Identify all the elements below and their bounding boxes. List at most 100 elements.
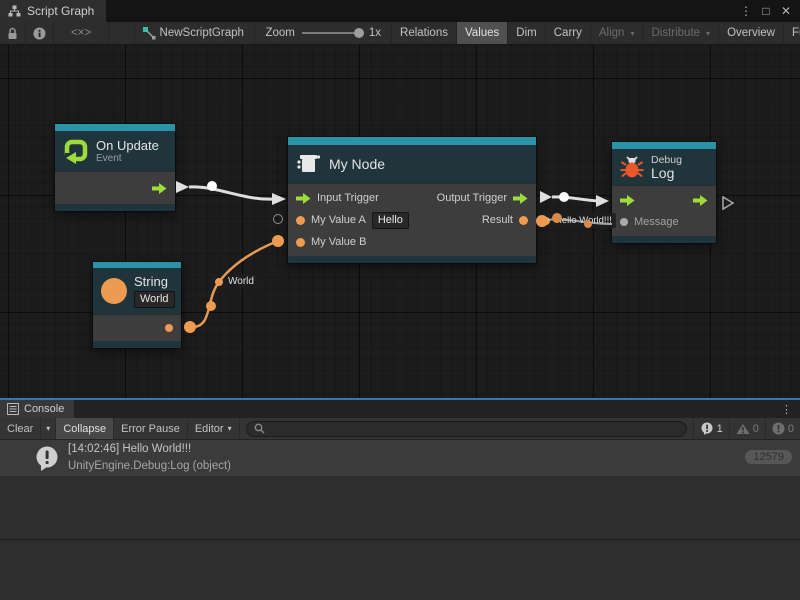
wire-value-bubble-world: World (209, 274, 260, 289)
result-port-icon[interactable] (519, 215, 528, 225)
my-value-a-port-icon[interactable] (296, 215, 305, 225)
output-trigger-port-icon[interactable] (513, 192, 528, 204)
warning-icon (736, 423, 750, 434)
node-accent-strip (55, 124, 175, 131)
info-button[interactable] (26, 22, 54, 44)
string-out-port-icon[interactable] (165, 324, 173, 332)
message-port-icon[interactable] (620, 218, 628, 226)
value-dot-icon (542, 216, 550, 225)
log-line-2: UnityEngine.Debug:Log (object) (68, 460, 232, 472)
dim-toggle[interactable]: Dim (508, 22, 546, 44)
log-entry-row[interactable]: [14:02:46] Hello World!!! UnityEngine.De… (0, 440, 800, 476)
port-on-update-out[interactable] (152, 182, 167, 194)
zoom-label: Zoom (265, 27, 295, 39)
clear-dropdown[interactable]: ▾ (41, 418, 57, 439)
node-my-node[interactable]: My Node Input Trigger Output Trigger My … (288, 137, 536, 263)
warning-count: 0 (752, 422, 759, 435)
lock-button[interactable] (0, 22, 26, 44)
console-splitter[interactable] (0, 539, 800, 540)
node-accent-strip (93, 262, 181, 268)
zoom-slider[interactable] (301, 28, 364, 38)
info-count-toggle[interactable]: 1 (692, 418, 729, 439)
search-input[interactable] (268, 422, 679, 435)
code-icon: <×> (70, 27, 92, 39)
wire-arrowhead (596, 195, 609, 207)
node-on-update[interactable]: On Update Event (55, 124, 175, 211)
align-label: Align (598, 27, 625, 39)
node-title: String (134, 274, 168, 289)
align-dropdown[interactable]: Align ▾ (591, 22, 644, 44)
carry-toggle[interactable]: Carry (546, 22, 591, 44)
node-string[interactable]: String World (93, 262, 181, 348)
chevron-down-icon: ▾ (630, 28, 635, 38)
node-debug-log[interactable]: Debug Log Message (612, 142, 716, 243)
zoom-control: Zoom 1x (255, 22, 393, 44)
node-title: Log (651, 164, 675, 181)
error-pause-toggle[interactable]: Error Pause (114, 418, 188, 439)
code-view-button[interactable]: <×> (54, 22, 110, 44)
custom-unit-icon (297, 155, 321, 172)
port-label: My Value A (311, 214, 366, 226)
error-icon (772, 422, 785, 435)
relations-toggle[interactable]: Relations (392, 22, 457, 44)
collapse-label: Collapse (63, 422, 107, 435)
debug-out-port-icon[interactable] (693, 194, 708, 206)
flow-droplet (207, 181, 217, 191)
my-value-b-port-icon[interactable] (296, 237, 305, 247)
chevron-down-icon: ▾ (46, 424, 51, 433)
flow-wire (551, 195, 599, 203)
full-screen-toggle[interactable]: Full Screen (784, 22, 800, 44)
graph-name-button[interactable]: NewScriptGraph (135, 22, 256, 44)
unconnected-flow-triangle (722, 195, 735, 211)
tab-console[interactable]: Console (0, 400, 75, 418)
wire-start-cap (540, 191, 552, 203)
error-pause-label: Error Pause (121, 422, 180, 435)
search-icon (254, 423, 265, 434)
flow-wire (188, 185, 275, 201)
node-footer (288, 256, 536, 263)
log-bubble-icon (701, 422, 713, 435)
unconnected-port-ring (273, 214, 283, 224)
port-label: Input Trigger (317, 192, 379, 204)
collapse-count-badge: 12579 (745, 450, 792, 464)
distribute-dropdown[interactable]: Distribute ▾ (643, 22, 720, 44)
warning-count-toggle[interactable]: 0 (728, 418, 765, 439)
debug-in-port-icon[interactable] (620, 194, 635, 206)
script-graph-asset-icon (142, 26, 156, 39)
node-footer (612, 236, 716, 243)
my-value-a-field[interactable]: Hello (371, 211, 409, 229)
port-label: My Value B (311, 236, 367, 248)
window-maximize-icon[interactable]: □ (762, 4, 770, 18)
node-accent-strip (288, 137, 536, 145)
editor-dropdown[interactable]: Editor ▾ (188, 418, 240, 439)
error-count-toggle[interactable]: 0 (764, 418, 800, 439)
window-tab-bar: Script Graph ⋮ □ ✕ (0, 0, 800, 22)
wire-endpoint-dot (272, 235, 284, 247)
collapse-toggle[interactable]: Collapse (56, 418, 115, 439)
search-box (245, 420, 687, 437)
values-toggle[interactable]: Values (456, 22, 509, 44)
input-trigger-port-icon[interactable] (296, 192, 311, 204)
editor-label: Editor (194, 422, 224, 435)
wire-start-cap (176, 181, 189, 193)
log-detail-pane (0, 540, 800, 599)
dim-label: Dim (516, 27, 537, 39)
clear-button[interactable]: Clear (0, 418, 42, 439)
window-close-icon[interactable]: ✕ (780, 4, 792, 18)
port-label: Message (634, 216, 679, 228)
log-list-empty-area[interactable] (0, 476, 800, 539)
console-menu-icon[interactable]: ⋮ (781, 403, 792, 416)
graph-canvas[interactable]: On Update Event (0, 45, 800, 398)
tab-script-graph[interactable]: Script Graph (0, 0, 107, 22)
zoom-slider-handle[interactable] (353, 28, 364, 38)
overview-button[interactable]: Overview (719, 22, 784, 44)
error-count: 0 (787, 422, 794, 435)
toolbar-spacer (109, 22, 135, 44)
values-label: Values (464, 27, 500, 39)
log-line-1: [14:02:46] Hello World!!! (68, 443, 192, 455)
window-menu-icon[interactable]: ⋮ (740, 4, 752, 18)
flow-droplet (206, 301, 216, 311)
string-value-field[interactable]: World (134, 291, 175, 308)
console-toolbar: Clear ▾ Collapse Error Pause Editor ▾ 1 0 (0, 418, 800, 440)
